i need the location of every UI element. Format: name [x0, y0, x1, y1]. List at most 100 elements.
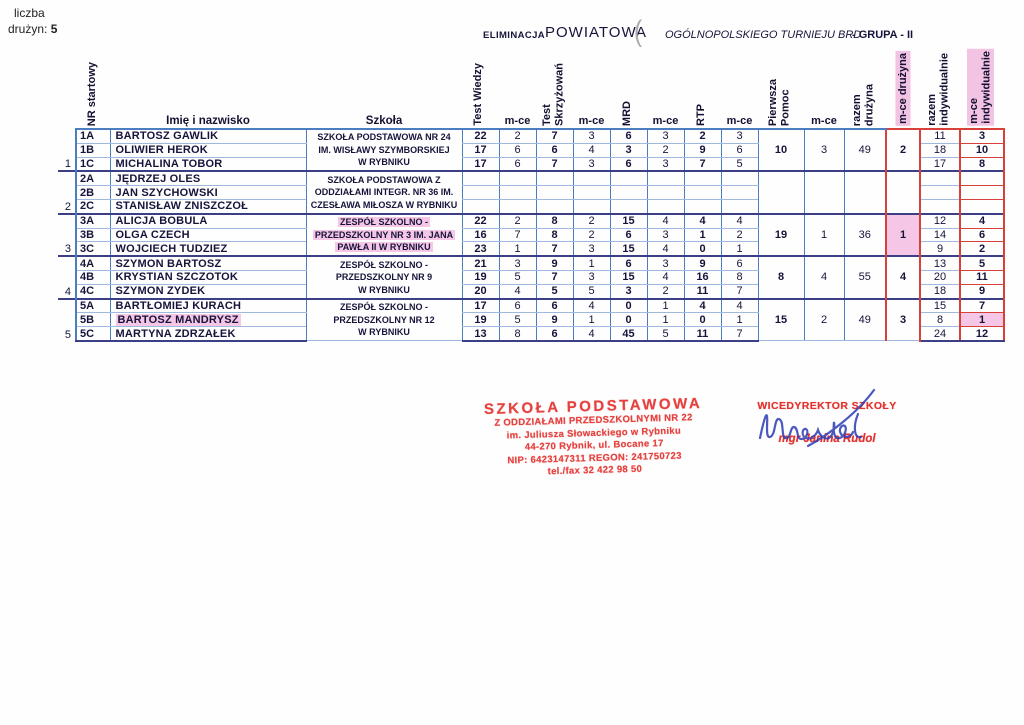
cell-start-number: 5A	[75, 297, 110, 314]
results-table: NR startowy Imię i nazwisko Szkoła Test …	[58, 36, 1018, 342]
cell-razem-indywidualnie: 18	[919, 143, 960, 158]
vice-director-stamp: WICEDYREKTOR SZKOŁY mgr Janina Rudol	[752, 388, 902, 448]
cell-test-skrzyzowan-mce: 1	[572, 312, 610, 328]
cell-rtp: 9	[683, 255, 721, 271]
cell-test-wiedzy-mce: 7	[498, 228, 536, 243]
cell-test-skrzyzowan: 8	[535, 228, 573, 243]
cell-mce-indywidualnie: 1	[959, 312, 1005, 328]
cell-test-skrzyzowan-mce: 2	[572, 228, 610, 243]
team-number: 5	[58, 297, 76, 341]
team-number: 2	[58, 170, 76, 214]
cell-pierwsza-pomoc-mce: 1	[803, 212, 844, 257]
cell-mce-indywidualnie: 12	[959, 326, 1005, 342]
cell-mrd-mce: 4	[646, 241, 684, 257]
cell-rtp: 2	[683, 127, 721, 144]
cell-rtp	[683, 170, 721, 187]
cell-mrd-mce: 2	[646, 284, 684, 300]
cell-mce-druzyna: 2	[885, 127, 921, 172]
cell-rtp-mce: 4	[720, 212, 758, 229]
cell-mce-indywidualnie: 3	[959, 127, 1005, 144]
cell-mce-indywidualnie: 2	[959, 241, 1005, 257]
cell-start-number: 2C	[75, 199, 110, 215]
cell-test-skrzyzowan	[535, 170, 573, 187]
cell-test-wiedzy: 22	[461, 127, 499, 144]
cell-test-skrzyzowan-mce: 5	[572, 284, 610, 300]
cell-rtp: 16	[683, 270, 721, 285]
cell-rtp: 11	[683, 326, 721, 342]
cell-test-wiedzy: 16	[461, 228, 499, 243]
cell-rtp: 0	[683, 312, 721, 328]
cell-mrd-mce: 1	[646, 297, 684, 314]
cell-test-skrzyzowan: 8	[535, 212, 573, 229]
table-row: 3B OLGA CZECH 16 7 8 2 6 3 1 2 14 6	[58, 228, 1005, 243]
cell-mrd-mce	[646, 185, 684, 200]
cell-razem-druzyna: 49	[843, 127, 886, 172]
cell-mrd-mce: 1	[646, 312, 684, 328]
cell-school: ZESPÓŁ SZKOLNO - PRZEDSZKOLNY NR 3 IM. JA…	[305, 212, 462, 257]
team-count-line1: liczba	[14, 6, 45, 20]
col-header-test-skrzyzowan: Test Skrzyżowań	[541, 63, 566, 126]
cell-mce-indywidualnie: 5	[959, 255, 1005, 271]
cell-test-skrzyzowan-mce	[572, 170, 610, 187]
table-row: 3 3A ALICJA BOBULA ZESPÓŁ SZKOLNO - PRZEDSZK…	[58, 212, 1005, 257]
cell-test-skrzyzowan-mce: 4	[572, 143, 610, 158]
cell-start-number: 1C	[75, 157, 110, 172]
cell-test-wiedzy: 13	[461, 326, 499, 342]
table-row: 2B JAN SZYCHOWSKI	[58, 185, 1005, 200]
cell-start-number: 2A	[75, 170, 110, 187]
cell-mrd-mce: 3	[646, 255, 684, 271]
cell-mce-indywidualnie: 11	[959, 270, 1005, 285]
col-header-mce-3: m-ce	[652, 115, 679, 127]
col-header-nr-startowy: NR startowy	[86, 61, 98, 126]
cell-mce-indywidualnie: 10	[959, 143, 1005, 158]
table-row: 4B KRYSTIAN SZCZOTOK 19 5 7 3 15 4 16 8 20 11	[58, 270, 1005, 285]
team-count-note: liczba drużyn: 5	[8, 6, 58, 36]
cell-start-number: 3B	[75, 228, 110, 243]
cell-test-wiedzy-mce: 5	[498, 270, 536, 285]
cell-rtp-mce: 6	[720, 143, 758, 158]
cell-mrd: 6	[609, 228, 647, 243]
team-number: 4	[58, 255, 76, 299]
cell-test-skrzyzowan-mce: 3	[572, 127, 610, 144]
cell-mrd	[609, 170, 647, 187]
cell-mrd-mce: 2	[646, 143, 684, 158]
cell-rtp-mce: 1	[720, 241, 758, 257]
cell-name: MARTYNA ZDRZAŁEK	[109, 326, 306, 342]
table-row: 2C STANISŁAW ZNISZCZOŁ	[58, 199, 1005, 215]
table-row: 5C MARTYNA ZDRZAŁEK 13 8 6 4 45 5 11 7 24 12	[58, 326, 1005, 342]
cell-start-number: 2B	[75, 185, 110, 200]
cell-razem-indywidualnie: 12	[919, 212, 960, 229]
cell-test-skrzyzowan: 6	[535, 326, 573, 342]
cell-razem-indywidualnie: 24	[919, 326, 960, 342]
cell-test-skrzyzowan: 7	[535, 127, 573, 144]
cell-test-wiedzy: 17	[461, 157, 499, 172]
team-count-value: 5	[50, 22, 58, 36]
cell-test-skrzyzowan	[535, 185, 573, 200]
vice-director-name: mgr Janina Rudol	[778, 433, 876, 445]
title-powiatowa: POWIATOWA	[545, 24, 648, 41]
cell-rtp-mce: 8	[720, 270, 758, 285]
cell-mrd-mce: 3	[646, 228, 684, 243]
cell-test-skrzyzowan-mce: 3	[572, 241, 610, 257]
cell-rtp-mce: 5	[720, 157, 758, 172]
col-header-razem-druzyna: razem drużyna	[851, 83, 876, 126]
cell-test-wiedzy-mce: 2	[498, 212, 536, 229]
cell-rtp: 4	[683, 212, 721, 229]
signature-ink	[758, 388, 876, 448]
cell-rtp: 4	[683, 297, 721, 314]
cell-mrd-mce: 4	[646, 212, 684, 229]
cell-rtp	[683, 185, 721, 200]
cell-start-number: 3A	[75, 212, 110, 229]
col-header-rtp: RTP	[695, 104, 707, 126]
cell-mrd: 3	[609, 284, 647, 300]
cell-razem-indywidualnie: 15	[919, 297, 960, 314]
cell-test-wiedzy-mce: 3	[498, 255, 536, 271]
school-stamp: SZKOŁA PODSTAWOWA Z ODDZIAŁAMI PRZEDSZKOL…	[446, 394, 742, 482]
cell-rtp-mce	[720, 185, 758, 200]
cell-mce-indywidualnie	[959, 185, 1005, 200]
cell-name: OLIWIER HEROK	[109, 143, 306, 158]
cell-mrd: 6	[609, 157, 647, 172]
col-header-mce-5: m-ce	[811, 115, 837, 127]
